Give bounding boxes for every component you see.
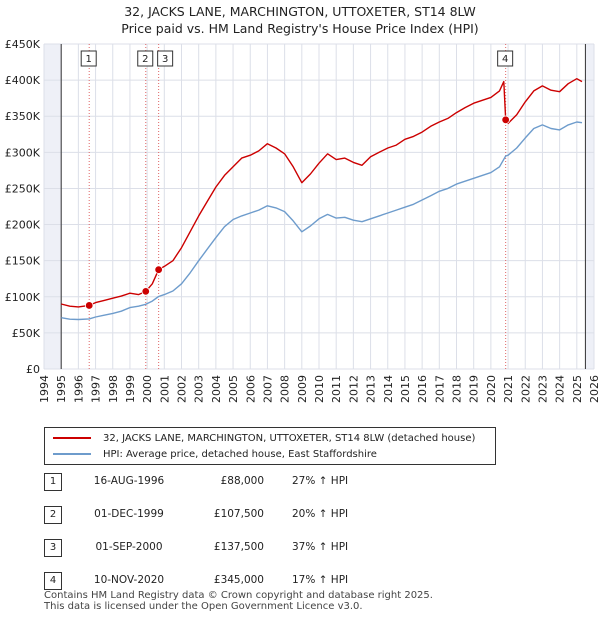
- event-badge-label-1: 1: [86, 54, 92, 65]
- event-number-badge: 4: [44, 572, 62, 590]
- y-tick-label: £450K: [5, 38, 41, 51]
- x-tick-label: 2002: [176, 375, 189, 403]
- y-tick-label: £350K: [5, 110, 41, 123]
- price-chart: £0 £50K £100K £150K £200K £250K £300K £350K £400…: [5, 38, 600, 403]
- y-tick-label: £50K: [12, 327, 41, 340]
- x-tick-label: 1995: [55, 375, 68, 403]
- y-tick-label: £200K: [5, 219, 41, 232]
- event-badge-1: [80, 50, 97, 67]
- legend-item-hpi: HPI: Average price, detached house, East…: [53, 447, 377, 461]
- x-tick-label: 2021: [502, 375, 515, 403]
- footer-licence: This data is licensed under the Open Gov…: [44, 601, 363, 612]
- hpi-line: [61, 121, 583, 321]
- x-tick-label: 1997: [90, 375, 103, 403]
- footer-notice: Contains HM Land Registry data © Crown c…: [44, 590, 433, 612]
- sale-price: £345,000: [213, 574, 264, 586]
- hpi-difference: 17% ↑ HPI: [292, 574, 349, 586]
- event-number-badge: 1: [44, 473, 62, 491]
- event-number-badge: 3: [44, 539, 62, 557]
- x-tick-label: 2012: [347, 375, 360, 403]
- sale-marker-1: [85, 301, 94, 310]
- x-tick-label: 2010: [313, 375, 326, 403]
- footer-copyright: Contains HM Land Registry data © Crown c…: [44, 590, 433, 601]
- x-tick-label: 2014: [382, 375, 395, 403]
- x-tick-label: 2020: [485, 375, 498, 403]
- x-tick-label: 1999: [124, 375, 137, 403]
- hpi-difference: 20% ↑ HPI: [292, 508, 349, 520]
- event-badge-label-2: 2: [142, 54, 148, 65]
- event-badge-label-4: 4: [502, 54, 508, 65]
- event-badge-label-3: 3: [162, 54, 168, 65]
- y-tick-label: £300K: [5, 146, 41, 159]
- sale-marker-3: [154, 265, 163, 274]
- y-tick-label: £100K: [5, 291, 41, 304]
- event-markers: [85, 115, 510, 310]
- property-price-line: [61, 78, 583, 308]
- x-tick-label: 2001: [158, 375, 171, 403]
- x-tick-label: 2004: [210, 375, 223, 403]
- table-row: 1 16-AUG-1996 £88,000 27% ↑ HPI: [44, 473, 464, 491]
- sale-date: 10-NOV-2020: [93, 574, 165, 586]
- sale-marker-4: [501, 115, 510, 125]
- x-tick-label: 1996: [72, 375, 85, 403]
- x-tick-label: 2011: [330, 375, 343, 403]
- x-tick-label: 1994: [38, 375, 51, 403]
- legend-item-property: 32, JACKS LANE, MARCHINGTON, UTTOXETER, …: [53, 431, 475, 445]
- sale-date: 01-SEP-2000: [95, 541, 163, 553]
- table-row: 2 01-DEC-1999 £107,500 20% ↑ HPI: [44, 506, 464, 524]
- y-tick-label: £150K: [5, 255, 41, 268]
- x-tick-label: 2005: [227, 375, 240, 403]
- x-tick-label: 2013: [365, 375, 378, 403]
- hpi-difference: 27% ↑ HPI: [292, 475, 349, 487]
- event-badge-4: [497, 50, 514, 67]
- x-tick-label: 2026: [588, 375, 600, 403]
- legend-swatch-property: [53, 437, 91, 439]
- legend-label-property: 32, JACKS LANE, MARCHINGTON, UTTOXETER, …: [103, 432, 476, 444]
- sale-price: £107,500: [213, 508, 264, 520]
- legend-swatch-hpi: [53, 453, 91, 455]
- sale-marker-2: [141, 287, 150, 296]
- x-tick-label: 2008: [279, 375, 292, 403]
- x-tick-label: 2019: [468, 375, 481, 403]
- tick-labels: £0 £50K £100K £150K £200K £250K £300K £350K £400…: [5, 38, 600, 403]
- legend: 32, JACKS LANE, MARCHINGTON, UTTOXETER, …: [44, 427, 496, 465]
- sale-date: 16-AUG-1996: [93, 475, 165, 487]
- x-tick-label: 2017: [433, 375, 446, 403]
- x-tick-label: 2016: [416, 375, 429, 403]
- table-row: 4 10-NOV-2020 £345,000 17% ↑ HPI: [44, 572, 464, 590]
- hpi-difference: 37% ↑ HPI: [292, 541, 349, 553]
- x-tick-label: 2007: [261, 375, 274, 403]
- x-tick-label: 2024: [554, 375, 567, 403]
- y-tick-label: £250K: [5, 182, 41, 195]
- x-tick-label: 2015: [399, 375, 412, 403]
- x-tick-label: 2009: [296, 375, 309, 403]
- sale-price: £88,000: [220, 475, 264, 487]
- event-number-badge: 2: [44, 506, 62, 524]
- chart-title: 32, JACKS LANE, MARCHINGTON, UTTOXETER, …: [124, 4, 476, 19]
- x-tick-label: 2025: [571, 375, 584, 403]
- event-badge-3: [157, 50, 174, 67]
- x-tick-label: 2022: [519, 375, 532, 403]
- x-tick-label: 2003: [193, 375, 206, 403]
- sale-price: £137,500: [213, 541, 264, 553]
- series-lines: [61, 78, 583, 321]
- x-tick-label: 2000: [141, 375, 154, 403]
- event-badge-2: [137, 50, 154, 67]
- y-tick-label: £400K: [5, 74, 41, 87]
- x-tick-label: 1998: [107, 375, 120, 403]
- event-lines: [88, 44, 507, 369]
- chart-subtitle: Price paid vs. HM Land Registry's House …: [121, 21, 479, 36]
- y-tick-label: £0: [26, 363, 40, 376]
- table-row: 3 01-SEP-2000 £137,500 37% ↑ HPI: [44, 539, 464, 557]
- x-tick-label: 2018: [451, 375, 464, 403]
- x-tick-label: 2006: [244, 375, 257, 403]
- event-badges: 1 2 3 4: [80, 50, 514, 67]
- sale-date: 01-DEC-1999: [94, 508, 164, 520]
- grid-lines: [43, 43, 595, 370]
- data-window: [61, 44, 586, 369]
- legend-label-hpi: HPI: Average price, detached house, East…: [103, 448, 377, 460]
- x-tick-label: 2023: [536, 375, 549, 403]
